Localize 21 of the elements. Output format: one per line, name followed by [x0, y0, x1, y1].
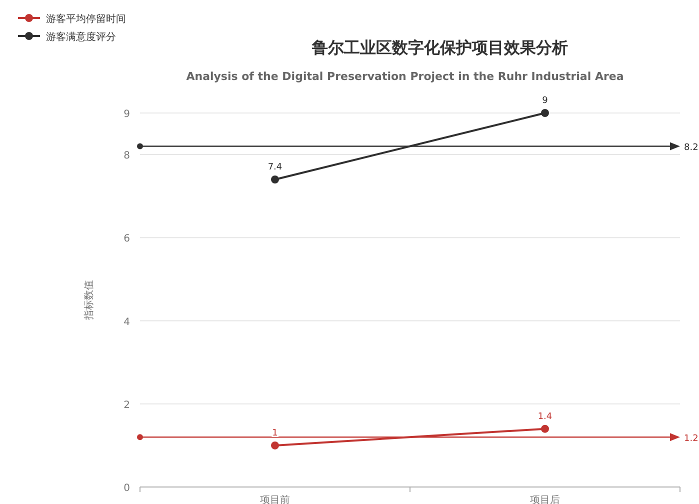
y-tick-label: 6 [124, 234, 130, 245]
legend-label: 游客满意度评分 [46, 31, 116, 43]
legend-label: 游客平均停留时间 [46, 13, 126, 25]
point [541, 424, 549, 433]
y-tick-label: 9 [124, 109, 130, 120]
y-tick-label: 0 [124, 483, 130, 494]
point [271, 441, 279, 450]
ref-line-label: 8.2 [684, 143, 698, 154]
point [541, 109, 549, 117]
ref-line: 8.2 [140, 143, 698, 154]
chart-subtitle: Analysis of the Digital Preservation Project in the Ruhr Industrial Area [186, 70, 624, 83]
y-tick-label: 2 [124, 400, 130, 411]
ref-line-label: 1.2 [684, 434, 698, 444]
chart-title: 鲁尔工业区数字化保护项目效果分析 [311, 38, 568, 57]
point [271, 175, 279, 184]
data-label: 1.4 [538, 412, 552, 422]
data-label: 7.4 [268, 162, 282, 172]
y-axis-title: 指标数值 [83, 280, 95, 321]
data-label: 9 [542, 96, 548, 106]
y-tick-label: 4 [124, 316, 130, 328]
y-tick-label: 8 [124, 150, 130, 162]
